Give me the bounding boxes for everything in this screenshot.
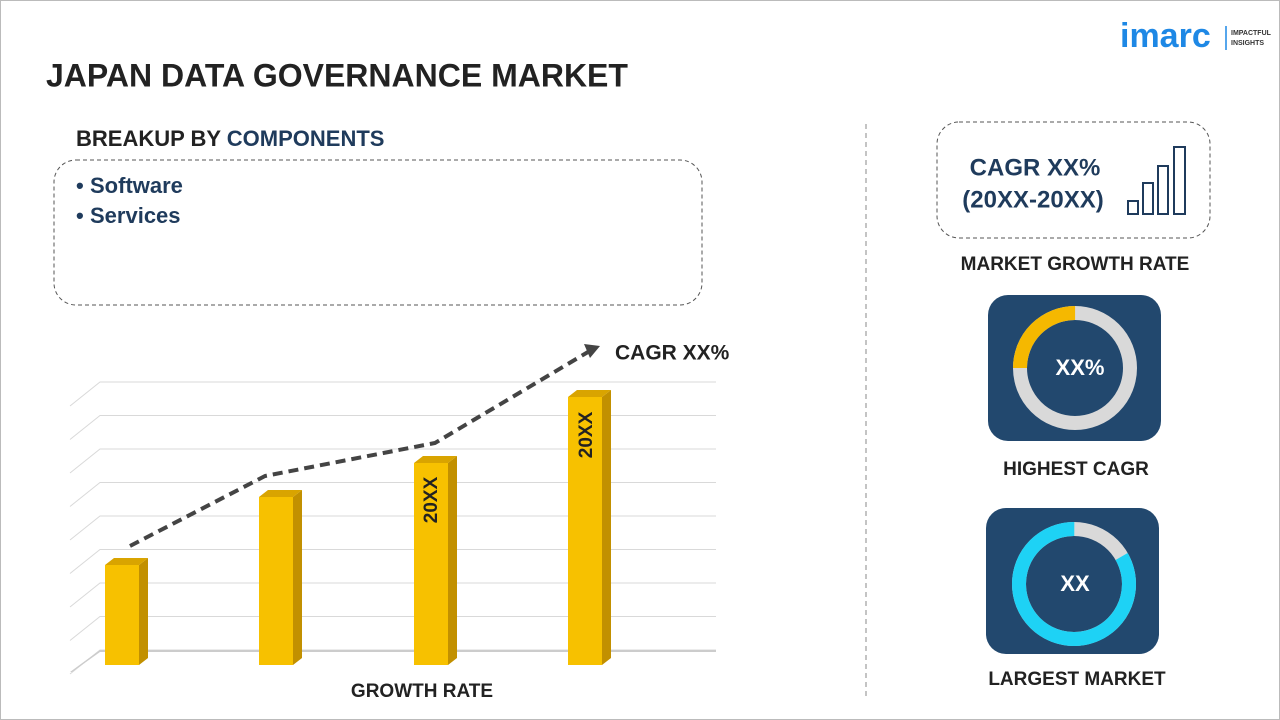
grid-line	[69, 381, 716, 407]
donut-arc	[1013, 306, 1137, 430]
chart-bars	[105, 390, 611, 665]
donut-arc	[1012, 522, 1136, 646]
bar-top	[259, 490, 302, 497]
grid-line	[69, 415, 716, 440]
breakup-label: BREAKUP BY COMPONENTS	[76, 126, 384, 151]
card-label: MARKET GROWTH RATE	[961, 254, 1190, 275]
bar	[568, 397, 602, 665]
bar-side	[448, 456, 457, 665]
card-label: HIGHEST CAGR	[1003, 459, 1149, 480]
bar-top	[414, 456, 457, 463]
logo-tagline: IMPACTFUL	[1231, 30, 1272, 37]
growth-card	[936, 121, 1211, 239]
breakup-prefix: BREAKUP BY	[76, 126, 221, 151]
grid-line	[69, 482, 716, 507]
card-value: XX%	[1056, 355, 1105, 380]
breakup-highlight: COMPONENTS	[227, 126, 385, 151]
bar	[105, 565, 139, 665]
breakup-item: Software	[90, 173, 183, 198]
bar-side	[602, 390, 611, 665]
bar-top	[568, 390, 611, 397]
bullet: •	[76, 173, 84, 198]
growth-line: (20XX-20XX)	[962, 186, 1103, 213]
grid-line	[69, 448, 716, 474]
title: JAPAN DATA GOVERNANCE MARKET	[46, 57, 628, 93]
bullet: •	[76, 203, 84, 228]
bar-side	[139, 558, 148, 665]
axis-label: GROWTH RATE	[351, 681, 493, 702]
grid-line	[69, 515, 716, 541]
grid-line	[69, 616, 716, 641]
bar-label: 20XX	[421, 476, 442, 523]
grid-line	[69, 549, 716, 574]
breakup-item: Services	[90, 203, 181, 228]
growth-line: CAGR XX%	[970, 154, 1101, 181]
bar	[259, 497, 293, 665]
card-label: LARGEST MARKET	[988, 669, 1166, 690]
bar-side	[293, 490, 302, 665]
bar	[414, 463, 448, 665]
logo-tagline: INSIGHTS	[1231, 40, 1264, 47]
bar-top	[105, 558, 148, 565]
bar-icon	[1127, 146, 1186, 215]
trend-arrow	[584, 344, 600, 358]
grid-line	[69, 582, 716, 608]
card-value: XX	[1060, 571, 1090, 596]
breakup-box	[53, 159, 703, 306]
cagr-label: CAGR XX%	[615, 342, 730, 365]
chart-grid	[69, 381, 716, 675]
logo-name: imarc	[1120, 17, 1211, 55]
bar-label: 20XX	[576, 411, 597, 458]
